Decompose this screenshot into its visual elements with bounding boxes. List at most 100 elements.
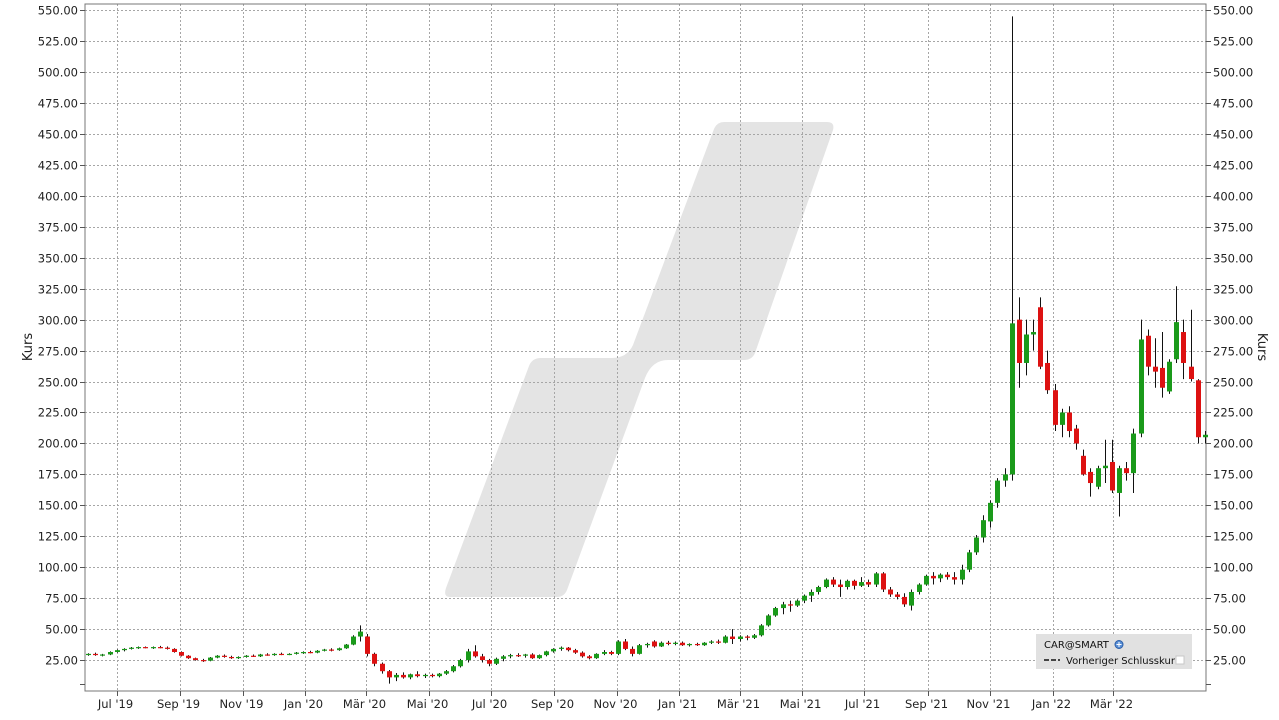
candle-body bbox=[265, 654, 270, 656]
candle-body bbox=[1153, 366, 1158, 372]
candle-body bbox=[602, 652, 607, 654]
candle-body bbox=[523, 654, 528, 656]
candle-body bbox=[580, 652, 585, 657]
candle-body bbox=[1017, 319, 1022, 363]
candle-body bbox=[824, 579, 829, 588]
x-tick-label: Mär '21 bbox=[717, 697, 760, 711]
y-tick-label-right: 375.00 bbox=[1213, 221, 1253, 235]
y-tick-label-right: 150.00 bbox=[1213, 499, 1253, 513]
candle-body bbox=[1167, 361, 1172, 392]
x-tick-label: Mai '21 bbox=[780, 697, 822, 711]
candle-body bbox=[358, 631, 363, 637]
candle-body bbox=[215, 655, 220, 658]
y-tick-label-right: 350.00 bbox=[1213, 252, 1253, 266]
candle-body bbox=[394, 674, 399, 678]
legend-prev-close-checkbox[interactable] bbox=[1175, 655, 1185, 665]
candle-body bbox=[193, 658, 198, 661]
candle-body bbox=[1196, 380, 1201, 438]
candle-body bbox=[573, 650, 578, 653]
candle-body bbox=[401, 674, 406, 678]
candle-body bbox=[673, 642, 678, 644]
candle-body bbox=[208, 657, 213, 661]
y-tick-label-left: 550.00 bbox=[38, 4, 78, 18]
candle-body bbox=[544, 651, 549, 656]
candle-body bbox=[165, 647, 170, 649]
candle-body bbox=[244, 655, 249, 657]
candle-body bbox=[967, 552, 972, 570]
candle-body bbox=[845, 580, 850, 588]
candle-body bbox=[1088, 471, 1093, 484]
y-tick-label-right: 475.00 bbox=[1213, 97, 1253, 111]
candle-body bbox=[158, 647, 163, 649]
candle-body bbox=[766, 615, 771, 626]
y-tick-label-left: 225.00 bbox=[38, 406, 78, 420]
y-tick-label-left: 200.00 bbox=[38, 437, 78, 451]
candle-body bbox=[952, 577, 957, 580]
y-tick-label-left: 175.00 bbox=[38, 468, 78, 482]
candle-body bbox=[365, 636, 370, 654]
x-tick-label: Sep '21 bbox=[905, 697, 948, 711]
candle-body bbox=[587, 656, 592, 659]
y-tick-label-left: 425.00 bbox=[38, 159, 78, 173]
candle-body bbox=[781, 604, 786, 609]
candle-body bbox=[702, 642, 707, 646]
candle-body bbox=[466, 651, 471, 661]
candle-body bbox=[652, 641, 657, 647]
candle-body bbox=[974, 537, 979, 553]
candle-body bbox=[623, 641, 628, 649]
candle-body bbox=[308, 652, 313, 654]
candle-body bbox=[201, 660, 206, 662]
candle-body bbox=[1024, 334, 1029, 363]
candle-body bbox=[100, 654, 105, 656]
candle-body bbox=[645, 643, 650, 646]
candle-body bbox=[730, 636, 735, 640]
y-tick-label-left: 475.00 bbox=[38, 97, 78, 111]
y-tick-label-right: 175.00 bbox=[1213, 468, 1253, 482]
candle-body bbox=[251, 655, 256, 657]
candle-body bbox=[430, 674, 435, 677]
candle-body bbox=[494, 658, 499, 664]
candle-body bbox=[236, 656, 241, 659]
y-tick-label-left: 125.00 bbox=[38, 530, 78, 544]
y-tick-label-left: 150.00 bbox=[38, 499, 78, 513]
candle-body bbox=[115, 650, 120, 653]
y-tick-label-left: 250.00 bbox=[38, 376, 78, 390]
candle-body bbox=[895, 594, 900, 597]
candle-body bbox=[709, 641, 714, 643]
y-tick-label-right: 300.00 bbox=[1213, 314, 1253, 328]
y-tick-label-left: 75.00 bbox=[45, 592, 78, 606]
y-tick-label-right: 50.00 bbox=[1213, 623, 1246, 637]
candle-body bbox=[473, 651, 478, 657]
x-tick-label: Sep '20 bbox=[531, 697, 574, 711]
candle-body bbox=[444, 671, 449, 674]
candle-body bbox=[802, 595, 807, 601]
x-tick-label: Mai '20 bbox=[407, 697, 449, 711]
candle-body bbox=[1103, 465, 1108, 469]
y-tick-label-right: 225.00 bbox=[1213, 406, 1253, 420]
candle-body bbox=[315, 650, 320, 653]
x-tick-label: Jan '21 bbox=[657, 697, 697, 711]
candles bbox=[86, 16, 1208, 684]
candle-body bbox=[1045, 362, 1050, 391]
candle-body bbox=[329, 649, 334, 651]
candle-body bbox=[279, 653, 284, 656]
candle-body bbox=[229, 656, 234, 659]
candle-body bbox=[816, 587, 821, 592]
candle-body bbox=[723, 636, 728, 643]
y-axis-label-right: Kurs bbox=[1254, 333, 1269, 361]
candle-body bbox=[93, 653, 98, 656]
y-tick-label-left: 50.00 bbox=[45, 623, 78, 637]
candle-body bbox=[487, 660, 492, 664]
candle-body bbox=[172, 648, 177, 653]
candle-body bbox=[451, 666, 456, 672]
candle-body bbox=[551, 648, 556, 652]
candle-body bbox=[924, 575, 929, 585]
candle-body bbox=[1060, 412, 1065, 425]
x-tick-label: Mär '20 bbox=[343, 697, 386, 711]
candle-body bbox=[337, 648, 342, 651]
candle-body bbox=[988, 502, 993, 522]
candle-body bbox=[387, 671, 392, 678]
x-tick-label: Jul '20 bbox=[471, 697, 507, 711]
legend-series-label: CAR@SMART bbox=[1044, 640, 1110, 651]
